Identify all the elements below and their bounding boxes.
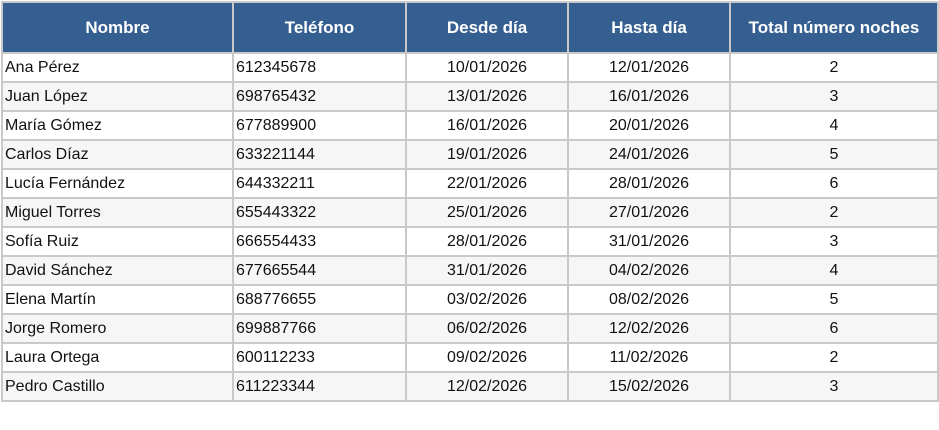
cell-telefono[interactable]: 698765432: [232, 81, 407, 112]
cell-total-noches[interactable]: 2: [729, 197, 939, 228]
table-row: Miguel Torres 655443322 25/01/2026 27/01/20…: [1, 197, 939, 228]
cell-hasta-dia[interactable]: 27/01/2026: [567, 197, 731, 228]
reservations-table: Nombre Teléfono Desde día Hasta día Tota…: [1, 1, 939, 402]
table-row: Pedro Castillo 611223344 12/02/2026 15/02/2…: [1, 371, 939, 402]
table-row: Sofía Ruiz 666554433 28/01/2026 31/01/2026 3: [1, 226, 939, 257]
cell-hasta-dia[interactable]: 20/01/2026: [567, 110, 731, 141]
cell-hasta-dia[interactable]: 16/01/2026: [567, 81, 731, 112]
cell-nombre[interactable]: Jorge Romero: [1, 313, 234, 344]
cell-hasta-dia[interactable]: 12/01/2026: [567, 52, 731, 83]
cell-nombre[interactable]: Ana Pérez: [1, 52, 234, 83]
cell-telefono[interactable]: 699887766: [232, 313, 407, 344]
cell-telefono[interactable]: 611223344: [232, 371, 407, 402]
cell-desde-dia[interactable]: 03/02/2026: [405, 284, 569, 315]
cell-nombre[interactable]: Elena Martín: [1, 284, 234, 315]
cell-telefono[interactable]: 655443322: [232, 197, 407, 228]
cell-hasta-dia[interactable]: 24/01/2026: [567, 139, 731, 170]
cell-total-noches[interactable]: 4: [729, 255, 939, 286]
cell-nombre[interactable]: Juan López: [1, 81, 234, 112]
header-hasta-dia[interactable]: Hasta día: [567, 1, 731, 54]
cell-desde-dia[interactable]: 25/01/2026: [405, 197, 569, 228]
cell-total-noches[interactable]: 3: [729, 226, 939, 257]
cell-desde-dia[interactable]: 09/02/2026: [405, 342, 569, 373]
cell-hasta-dia[interactable]: 11/02/2026: [567, 342, 731, 373]
cell-nombre[interactable]: Miguel Torres: [1, 197, 234, 228]
table-row: Carlos Díaz 633221144 19/01/2026 24/01/2026…: [1, 139, 939, 170]
table-body: Ana Pérez 612345678 10/01/2026 12/01/2026 2 J…: [1, 52, 939, 402]
cell-telefono[interactable]: 666554433: [232, 226, 407, 257]
header-total-noches[interactable]: Total número noches: [729, 1, 939, 54]
table-row: Lucía Fernández 644332211 22/01/2026 28/01/…: [1, 168, 939, 199]
table-row: Elena Martín 688776655 03/02/2026 08/02/202…: [1, 284, 939, 315]
table-row: Ana Pérez 612345678 10/01/2026 12/01/2026 2: [1, 52, 939, 83]
header-row: Nombre Teléfono Desde día Hasta día Tota…: [1, 1, 939, 54]
cell-desde-dia[interactable]: 28/01/2026: [405, 226, 569, 257]
cell-desde-dia[interactable]: 16/01/2026: [405, 110, 569, 141]
cell-desde-dia[interactable]: 10/01/2026: [405, 52, 569, 83]
cell-total-noches[interactable]: 6: [729, 168, 939, 199]
cell-hasta-dia[interactable]: 12/02/2026: [567, 313, 731, 344]
cell-nombre[interactable]: David Sánchez: [1, 255, 234, 286]
cell-nombre[interactable]: Laura Ortega: [1, 342, 234, 373]
cell-hasta-dia[interactable]: 08/02/2026: [567, 284, 731, 315]
cell-telefono[interactable]: 633221144: [232, 139, 407, 170]
cell-nombre[interactable]: Carlos Díaz: [1, 139, 234, 170]
cell-hasta-dia[interactable]: 04/02/2026: [567, 255, 731, 286]
table-row: Jorge Romero 699887766 06/02/2026 12/02/202…: [1, 313, 939, 344]
cell-total-noches[interactable]: 2: [729, 342, 939, 373]
cell-telefono[interactable]: 688776655: [232, 284, 407, 315]
cell-nombre[interactable]: Lucía Fernández: [1, 168, 234, 199]
cell-total-noches[interactable]: 4: [729, 110, 939, 141]
cell-desde-dia[interactable]: 22/01/2026: [405, 168, 569, 199]
cell-hasta-dia[interactable]: 15/02/2026: [567, 371, 731, 402]
cell-total-noches[interactable]: 2: [729, 52, 939, 83]
cell-desde-dia[interactable]: 06/02/2026: [405, 313, 569, 344]
cell-telefono[interactable]: 600112233: [232, 342, 407, 373]
cell-telefono[interactable]: 677889900: [232, 110, 407, 141]
cell-desde-dia[interactable]: 19/01/2026: [405, 139, 569, 170]
cell-total-noches[interactable]: 3: [729, 81, 939, 112]
cell-telefono[interactable]: 644332211: [232, 168, 407, 199]
cell-desde-dia[interactable]: 31/01/2026: [405, 255, 569, 286]
header-telefono[interactable]: Teléfono: [232, 1, 407, 54]
cell-total-noches[interactable]: 5: [729, 139, 939, 170]
header-nombre[interactable]: Nombre: [1, 1, 234, 54]
cell-nombre[interactable]: Pedro Castillo: [1, 371, 234, 402]
table-row: Laura Ortega 600112233 09/02/2026 11/02/202…: [1, 342, 939, 373]
cell-telefono[interactable]: 612345678: [232, 52, 407, 83]
table-row: María Gómez 677889900 16/01/2026 20/01/2026…: [1, 110, 939, 141]
cell-hasta-dia[interactable]: 31/01/2026: [567, 226, 731, 257]
header-desde-dia[interactable]: Desde día: [405, 1, 569, 54]
cell-nombre[interactable]: Sofía Ruiz: [1, 226, 234, 257]
cell-nombre[interactable]: María Gómez: [1, 110, 234, 141]
cell-desde-dia[interactable]: 13/01/2026: [405, 81, 569, 112]
table-row: David Sánchez 677665544 31/01/2026 04/02/20…: [1, 255, 939, 286]
cell-total-noches[interactable]: 3: [729, 371, 939, 402]
table-row: Juan López 698765432 13/01/2026 16/01/2026 3: [1, 81, 939, 112]
cell-desde-dia[interactable]: 12/02/2026: [405, 371, 569, 402]
cell-total-noches[interactable]: 5: [729, 284, 939, 315]
cell-hasta-dia[interactable]: 28/01/2026: [567, 168, 731, 199]
cell-telefono[interactable]: 677665544: [232, 255, 407, 286]
cell-total-noches[interactable]: 6: [729, 313, 939, 344]
